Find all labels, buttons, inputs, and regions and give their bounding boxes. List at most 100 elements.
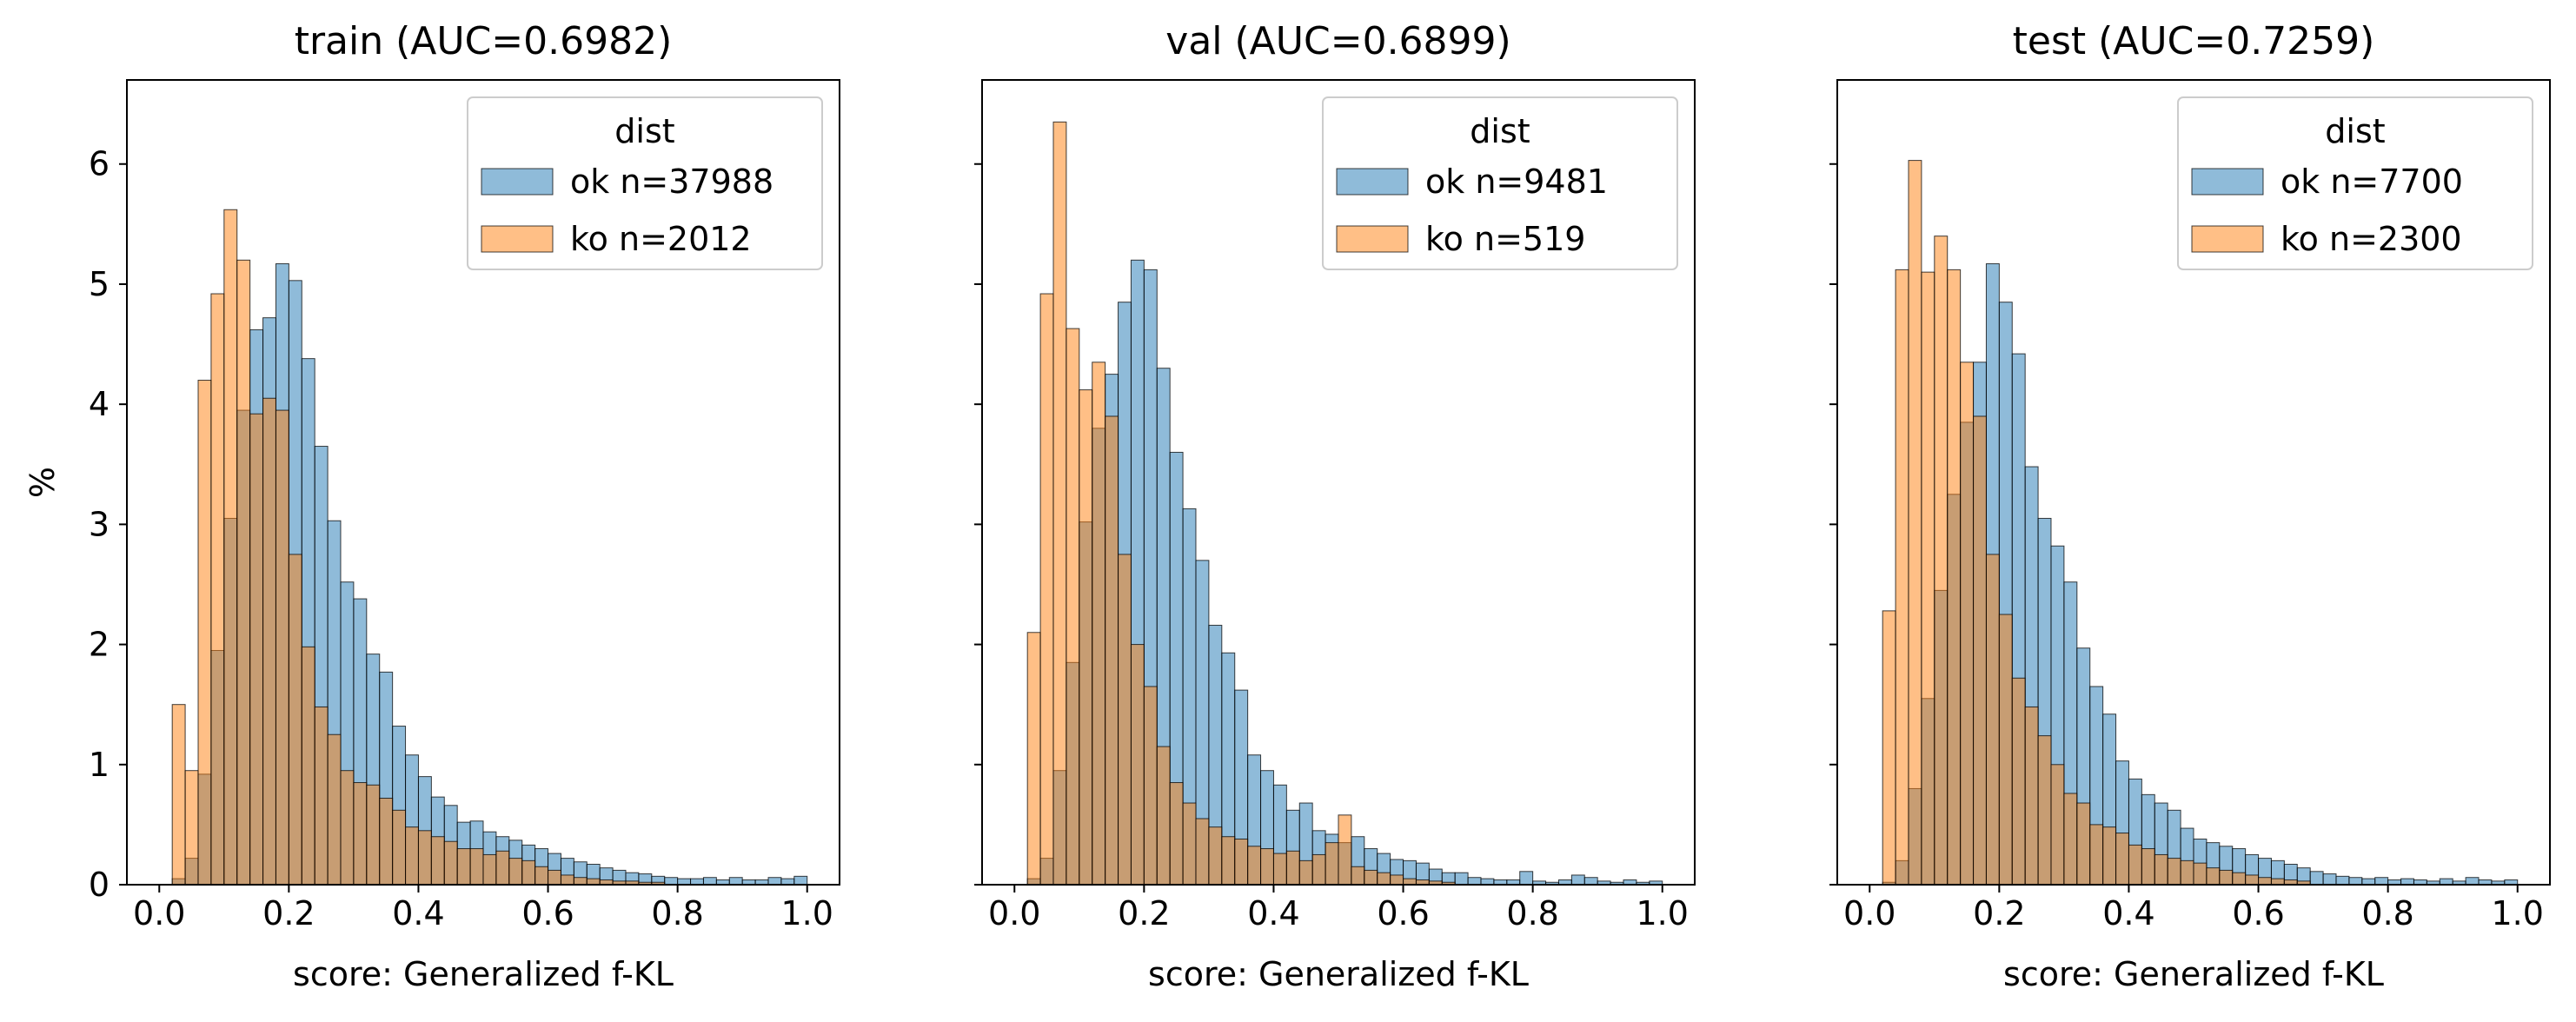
y-tick-label: 6 [89,145,110,183]
x-tick-label: 1.0 [1637,894,1689,932]
histogram-bar-ok [1480,878,1495,886]
histogram-bar-ko [1118,554,1132,886]
legend-label-ok: ok n=9481 [1425,163,1608,201]
histogram-bar-ko [2050,764,2065,886]
histogram-bar-ok [1570,874,1585,886]
legend-box [1322,96,1678,270]
histogram-bar-ko [534,866,549,886]
histogram-bar-ko [353,782,368,886]
histogram-bar-ko [1247,846,1262,886]
histogram-bar-ko [2245,874,2260,886]
histogram-bar-ko [586,878,601,886]
histogram-bar-ko [1325,842,1339,886]
histogram-bar-ko [2219,869,2234,886]
histogram-bar-ko [2154,853,2168,886]
histogram-bar-ko [1973,415,1987,886]
histogram-bar-ko [1026,632,1041,886]
histogram-bar-ko [197,380,212,886]
legend-label-ok: ok n=37988 [570,163,773,201]
histogram-bar-ko [1221,836,1236,886]
series-ko [1882,160,2311,886]
histogram-bar-ok [2335,875,2350,886]
histogram-bar-ok [2439,878,2453,886]
chart-title: train (AUC=0.6982) [295,19,673,63]
x-tick-label: 0.4 [2102,894,2154,932]
histogram-bar-ko [249,413,264,886]
histogram-bar-ko [301,646,315,886]
histogram-bar-ko [1130,644,1145,886]
x-axis-label: score: Generalized f-KL [1148,955,1529,993]
x-tick-label: 0.8 [1506,894,1558,932]
histogram-bar-ko [521,859,536,886]
histogram-bar-ko [1156,746,1171,886]
histogram-bar-ko [1298,859,1313,886]
x-tick-label: 0.2 [1973,894,2025,932]
histogram-bar-ko [2270,878,2285,886]
x-tick-label: 0.6 [2232,894,2284,932]
legend-label-ko: ko n=2300 [2281,220,2462,258]
histogram-bar-ko [2167,858,2181,886]
chart-title: val (AUC=0.6899) [1165,19,1510,63]
histogram-bar-ko [275,409,289,886]
histogram-bar-ok [2400,878,2414,886]
histogram-bar-ko [430,836,445,886]
histogram-bar-ko [366,784,381,886]
histogram-bar-ko [392,809,407,886]
x-axis-label: score: Generalized f-KL [293,955,674,993]
histogram-bar-ko [2089,824,2104,886]
histogram-bar-ko [1052,121,1067,886]
legend: dist ok n=9481 ko n=519 [1322,96,1678,270]
histogram-bar-ok [677,878,692,886]
y-tick-label: 1 [89,746,110,784]
y-axis-label: % [23,467,62,498]
histogram-bar-ko [1234,838,1249,886]
histogram-bar-ko [1364,869,1378,886]
legend-title: dist [1470,112,1530,150]
legend-swatch-ko [2191,225,2264,253]
legend-box [467,96,823,270]
histogram-bar-ko [548,869,561,886]
legend-title: dist [614,112,674,150]
histogram-bar-ko [2063,793,2078,886]
histogram-bar-ko [573,877,588,886]
histogram-bar-ko [405,826,419,886]
histogram-bar-ko [2128,844,2142,886]
histogram-bar-ok [728,877,743,886]
y-tick-label: 0 [89,866,110,904]
histogram-bar-ko [171,704,186,886]
histogram-bar-ko [340,770,355,886]
legend-label-ok: ok n=7700 [2281,163,2463,201]
histogram-bar-ko [2180,859,2194,886]
histogram-bar-ok [2361,878,2376,886]
histogram-bar-ko [1182,802,1197,886]
x-tick-label: 0.0 [1843,894,1895,932]
histogram-bar-ok [2465,877,2480,886]
histogram-bar-ok [1467,877,1482,886]
histogram-bar-ok [1519,871,1534,886]
legend: dist ok n=37988 ko n=2012 [467,96,823,270]
x-tick-label: 0.0 [988,894,1040,932]
legend: dist ok n=7700 ko n=2300 [2177,96,2533,270]
y-tick-label: 3 [89,505,110,543]
histogram-bar-ko [1285,850,1300,886]
histogram-bar-ko [2037,735,2052,886]
histogram-bar-ko [508,858,523,886]
histogram-bar-ok [2309,871,2324,886]
x-tick-label: 0.4 [392,894,444,932]
histogram-bar-ko [560,874,574,886]
chart-panel: 0.0 0.2 0.4 0.6 0.8 1.0 val (AUC=0.6899) score:… [974,19,1696,993]
histogram-bar-ko [1039,293,1054,886]
histogram-bar-ko [327,733,342,886]
histogram-bar-ko [1908,160,1922,886]
histogram-bar-ko [223,209,238,886]
histogram-bar-ko [495,850,510,886]
histogram-bar-ko [1921,271,1935,886]
histogram-bar-ko [1882,610,1896,886]
histogram-bar-ko [2076,802,2091,886]
axes-frame [1836,79,2551,886]
x-tick-label: 1.0 [781,894,833,932]
histogram-bar-ko [1895,269,1909,886]
histogram-bar-ko [2102,826,2117,886]
histogram-bar-ko [1079,389,1093,886]
histogram-bar-ok [2374,877,2389,886]
